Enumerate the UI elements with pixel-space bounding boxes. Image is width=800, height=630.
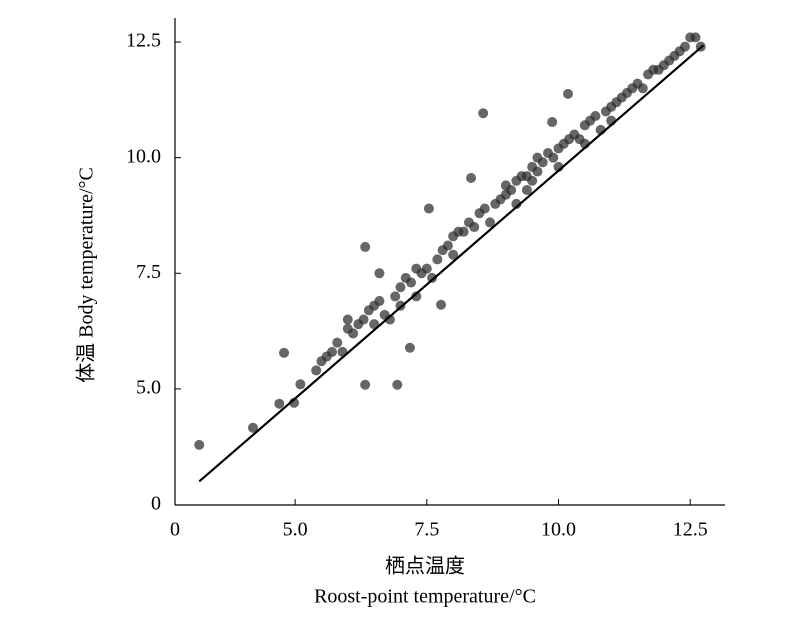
point <box>342 314 353 325</box>
point <box>679 41 690 52</box>
point <box>374 268 385 279</box>
point <box>421 263 432 274</box>
point <box>458 226 469 237</box>
point <box>448 249 459 260</box>
x-axis-subtitle: Roost-point temperature/°C <box>314 586 536 608</box>
point <box>466 173 477 184</box>
x-tick-label: 7.5 <box>414 519 439 541</box>
point <box>411 291 422 302</box>
point <box>563 88 574 99</box>
y-axis-title: 体温 Body temperature/°C <box>75 167 98 383</box>
y-tick-label: 0 <box>151 493 161 515</box>
x-tick-label: 10.0 <box>541 519 576 541</box>
point <box>406 277 417 288</box>
point <box>469 222 480 233</box>
point <box>374 296 385 307</box>
point <box>395 282 406 293</box>
point <box>532 166 543 177</box>
point <box>194 439 205 450</box>
point <box>537 157 548 168</box>
point <box>442 240 453 251</box>
point <box>511 198 522 209</box>
point <box>360 241 371 252</box>
fit-line <box>198 44 705 483</box>
point <box>637 83 648 94</box>
point <box>247 422 258 433</box>
point <box>432 254 443 265</box>
point <box>326 346 337 357</box>
point <box>311 365 322 376</box>
point <box>348 328 359 339</box>
y-tick-label: 5.0 <box>136 377 161 399</box>
point <box>423 203 434 214</box>
point <box>527 175 538 186</box>
point <box>479 203 490 214</box>
point <box>521 185 532 196</box>
point <box>485 217 496 228</box>
point <box>690 32 701 43</box>
point <box>279 347 290 358</box>
y-tick-label: 12.5 <box>126 30 161 52</box>
point <box>404 342 415 353</box>
point <box>274 398 285 409</box>
x-axis-title: 栖点温度 <box>385 555 465 578</box>
point <box>358 314 369 325</box>
point <box>547 117 558 128</box>
x-tick-label: 12.5 <box>673 519 708 541</box>
y-tick-label: 10.0 <box>126 145 161 167</box>
point <box>548 152 559 163</box>
point <box>392 379 403 390</box>
point <box>384 314 395 325</box>
point <box>295 379 306 390</box>
point <box>427 272 438 283</box>
point <box>332 337 343 348</box>
point <box>436 299 447 310</box>
point <box>390 291 401 302</box>
x-tick-label: 5.0 <box>283 519 308 541</box>
x-tick-label: 0 <box>170 519 180 541</box>
point <box>506 185 517 196</box>
point <box>360 379 371 390</box>
point <box>590 111 601 122</box>
y-tick-label: 7.5 <box>136 261 161 283</box>
point <box>478 108 489 119</box>
